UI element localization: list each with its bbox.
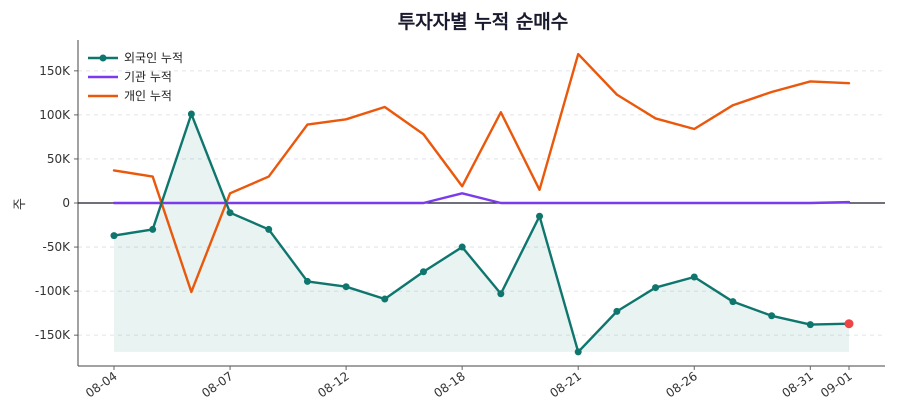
x-tick-label: 08-26 xyxy=(663,369,700,400)
foreigner-area-fill xyxy=(114,114,849,352)
y-tick-label: -150K xyxy=(35,328,71,342)
legend-label: 외국인 누적 xyxy=(124,51,183,65)
data-point xyxy=(187,110,195,118)
data-point xyxy=(574,348,582,356)
legend-marker xyxy=(99,54,107,62)
x-tick-label: 08-04 xyxy=(83,369,120,400)
x-tick-label: 08-18 xyxy=(431,369,468,400)
data-point xyxy=(458,243,466,251)
data-point xyxy=(690,273,698,281)
x-tick-label: 08-21 xyxy=(547,369,584,400)
data-point xyxy=(652,284,660,292)
y-tick-label: 100K xyxy=(39,108,71,122)
data-point xyxy=(226,209,234,217)
legend-label: 개인 누적 xyxy=(124,89,172,103)
data-point xyxy=(497,290,505,298)
data-point xyxy=(149,225,157,233)
x-tick-label: 08-07 xyxy=(199,369,236,400)
data-point xyxy=(419,268,427,276)
data-point xyxy=(536,212,544,220)
data-point xyxy=(265,225,273,233)
data-point xyxy=(806,321,814,329)
data-point xyxy=(303,277,311,285)
y-tick-label: 150K xyxy=(39,64,71,78)
y-axis-label: 주 xyxy=(13,198,28,210)
data-point xyxy=(110,232,118,240)
series-line-0 xyxy=(112,112,851,354)
area-layer xyxy=(114,114,849,352)
legend-label: 기관 누적 xyxy=(124,70,172,84)
data-point xyxy=(729,298,737,306)
y-tick-label: 0 xyxy=(62,196,70,210)
data-point xyxy=(342,283,350,291)
y-tick-label: 50K xyxy=(47,152,71,166)
y-tick-label: -100K xyxy=(35,284,71,298)
series-layer xyxy=(110,52,854,356)
data-point xyxy=(613,307,621,315)
series-line-1 xyxy=(112,192,851,205)
data-point xyxy=(381,295,389,303)
y-tick-label: -50K xyxy=(43,240,72,254)
x-tick-label: 09-01 xyxy=(818,369,855,400)
x-tick-label: 08-12 xyxy=(315,369,352,400)
last-point-marker xyxy=(844,319,854,329)
series-line-2 xyxy=(112,52,851,294)
chart-title: 투자자별 누적 순매수 xyxy=(398,11,569,33)
data-point xyxy=(768,312,776,320)
x-tick-label: 08-31 xyxy=(779,369,816,400)
